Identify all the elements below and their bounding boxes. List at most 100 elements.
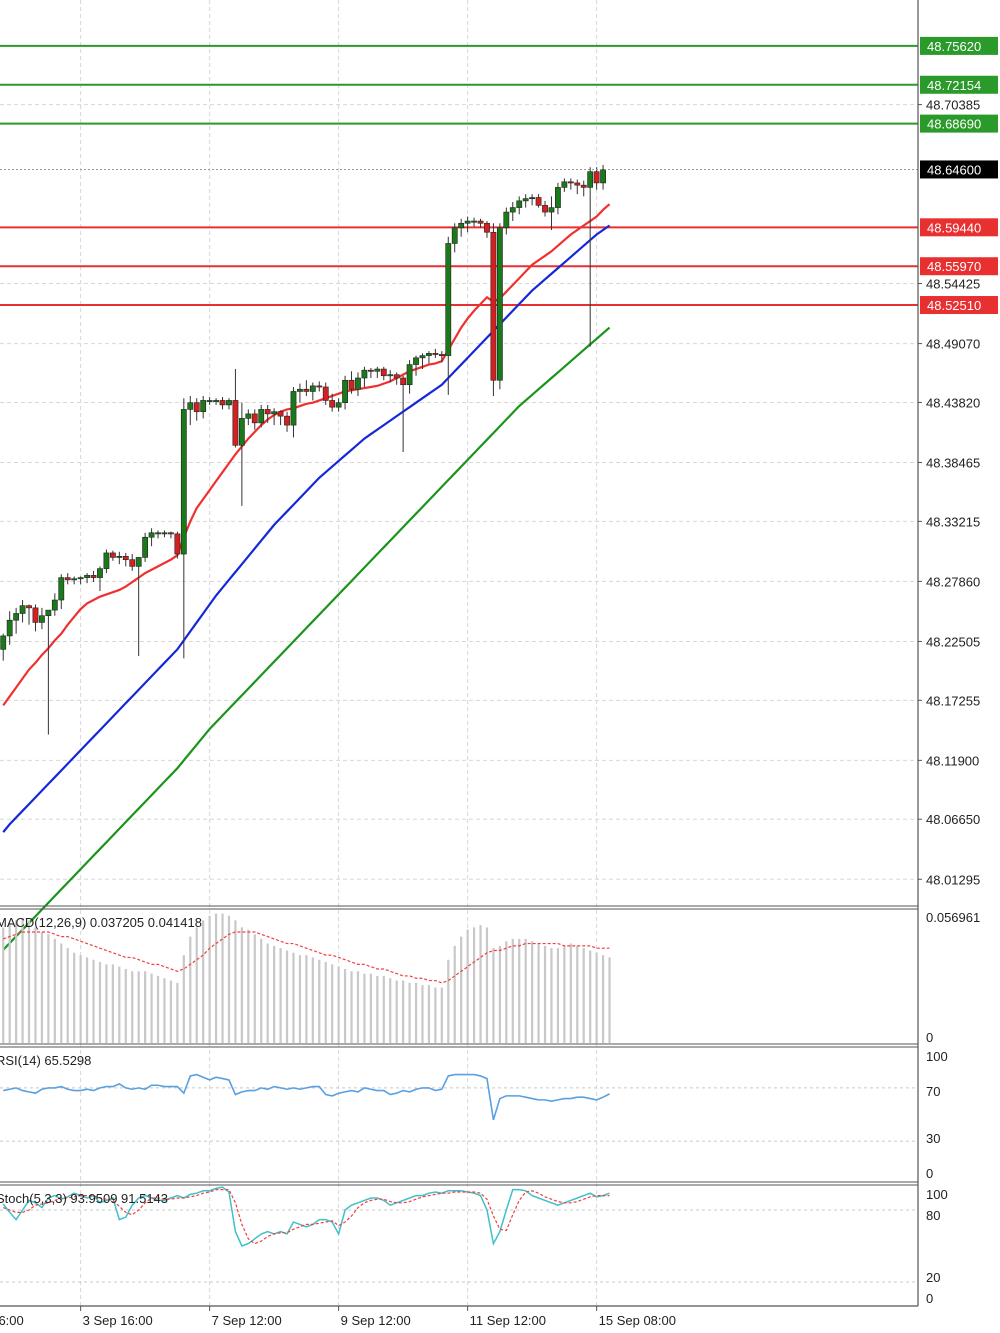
- candle[interactable]: [587, 167, 594, 347]
- candle[interactable]: [548, 196, 555, 231]
- candle[interactable]: [174, 531, 181, 559]
- candle[interactable]: [45, 609, 52, 735]
- candle[interactable]: [148, 528, 155, 547]
- candle[interactable]: [161, 530, 168, 538]
- candle[interactable]: [342, 375, 348, 410]
- stoch-pane[interactable]: [0, 1186, 918, 1283]
- candle[interactable]: [426, 351, 432, 364]
- candle[interactable]: [348, 371, 355, 394]
- candle[interactable]: [6, 611, 13, 645]
- candle[interactable]: [580, 180, 587, 197]
- candle[interactable]: [238, 402, 245, 506]
- candle[interactable]: [26, 604, 32, 625]
- candle[interactable]: [316, 381, 323, 392]
- candle[interactable]: [529, 194, 536, 206]
- candle[interactable]: [309, 382, 316, 401]
- candle[interactable]: [522, 194, 529, 208]
- candle[interactable]: [206, 397, 213, 405]
- candle[interactable]: [361, 366, 368, 387]
- candle[interactable]: [297, 383, 303, 403]
- candle[interactable]: [32, 604, 39, 632]
- candle[interactable]: [39, 607, 45, 630]
- candle[interactable]: [367, 367, 374, 379]
- candle[interactable]: [13, 607, 20, 634]
- candle[interactable]: [84, 573, 90, 584]
- candle[interactable]: [516, 196, 523, 215]
- candle[interactable]: [219, 397, 226, 410]
- candle[interactable]: [490, 223, 497, 396]
- candle[interactable]: [387, 370, 394, 383]
- candle[interactable]: [600, 164, 606, 190]
- candle[interactable]: [555, 182, 561, 215]
- candle[interactable]: [567, 178, 574, 190]
- rsi-pane[interactable]: [0, 1073, 918, 1142]
- candle[interactable]: [419, 353, 426, 370]
- macd-pane[interactable]: [2, 913, 611, 1043]
- candle[interactable]: [264, 404, 271, 423]
- candle[interactable]: [277, 410, 284, 426]
- candle[interactable]: [187, 395, 194, 426]
- candle[interactable]: [393, 372, 400, 385]
- candle[interactable]: [496, 223, 503, 390]
- candle[interactable]: [226, 398, 232, 410]
- candle[interactable]: [0, 633, 7, 661]
- main-price-pane[interactable]: [0, 44, 918, 951]
- candle[interactable]: [19, 600, 26, 623]
- candle[interactable]: [180, 398, 187, 659]
- candle[interactable]: [438, 351, 445, 363]
- candle[interactable]: [90, 570, 97, 583]
- candle[interactable]: [509, 201, 516, 222]
- candle[interactable]: [471, 217, 477, 227]
- candle[interactable]: [142, 532, 149, 562]
- candle[interactable]: [535, 194, 542, 208]
- candle[interactable]: [329, 393, 336, 412]
- candle[interactable]: [380, 366, 387, 381]
- candle[interactable]: [432, 348, 439, 358]
- price-axis-label: 48.49070: [926, 337, 980, 352]
- candle[interactable]: [168, 531, 174, 539]
- candle[interactable]: [477, 218, 484, 228]
- candle[interactable]: [122, 552, 129, 567]
- candle[interactable]: [574, 179, 581, 195]
- candle[interactable]: [503, 207, 510, 235]
- candle[interactable]: [71, 576, 78, 585]
- candle[interactable]: [77, 576, 84, 585]
- candle[interactable]: [542, 200, 548, 217]
- candle[interactable]: [193, 398, 200, 421]
- candle[interactable]: [51, 593, 58, 616]
- candle[interactable]: [109, 550, 116, 561]
- candle[interactable]: [58, 574, 65, 609]
- candle[interactable]: [135, 557, 142, 657]
- candle[interactable]: [445, 236, 452, 395]
- candle[interactable]: [116, 551, 123, 565]
- candle[interactable]: [464, 216, 471, 233]
- candle[interactable]: [413, 355, 419, 376]
- candle[interactable]: [451, 223, 458, 253]
- candle[interactable]: [213, 398, 219, 405]
- candle[interactable]: [303, 380, 310, 396]
- candle[interactable]: [232, 369, 239, 448]
- candle[interactable]: [322, 382, 329, 405]
- candle[interactable]: [97, 566, 103, 592]
- candle[interactable]: [593, 167, 600, 190]
- candle[interactable]: [245, 409, 252, 426]
- candle[interactable]: [155, 530, 161, 539]
- candle[interactable]: [271, 408, 278, 426]
- candle[interactable]: [258, 404, 265, 428]
- candle[interactable]: [400, 375, 407, 453]
- candle[interactable]: [290, 386, 297, 438]
- candle[interactable]: [251, 409, 258, 430]
- candle[interactable]: [103, 549, 110, 574]
- candle[interactable]: [406, 360, 413, 394]
- candle[interactable]: [355, 372, 361, 396]
- candle[interactable]: [284, 411, 290, 432]
- candle[interactable]: [374, 366, 381, 379]
- candle[interactable]: [335, 398, 342, 412]
- candle[interactable]: [129, 554, 136, 571]
- candle[interactable]: [458, 218, 465, 237]
- candle[interactable]: [484, 221, 490, 238]
- candle[interactable]: [64, 573, 71, 585]
- candle[interactable]: [200, 395, 207, 419]
- candle[interactable]: [561, 178, 568, 192]
